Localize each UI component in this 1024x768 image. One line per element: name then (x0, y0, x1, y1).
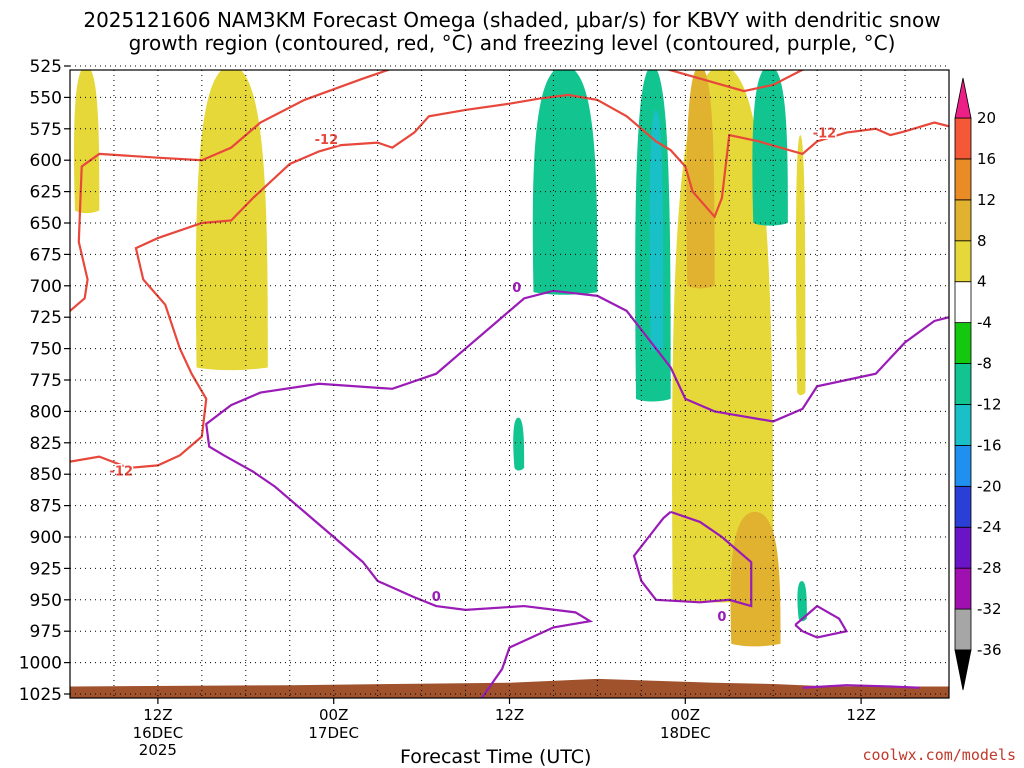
y-tick-label: 550 (30, 88, 62, 108)
colorbar-segment (954, 404, 972, 446)
colorbar-segment (954, 322, 972, 364)
omega-region-2 (532, 70, 598, 295)
contour-label-dgz: -12 (813, 127, 837, 142)
chart-title-line2: growth region (contoured, red, °C) and f… (128, 31, 896, 55)
colorbar-segment (954, 485, 972, 528)
x-tick-label: 00Z (319, 706, 348, 724)
contour-label-freezing: 0 (512, 281, 521, 296)
colorbar-segment (954, 363, 972, 405)
y-tick-label: 975 (30, 622, 62, 642)
omega-region-0 (73, 70, 100, 214)
colorbar-label: -36 (977, 641, 1002, 659)
x-tick-label: 00Z (671, 706, 700, 724)
colorbar-label: -4 (977, 314, 992, 332)
colorbar-max-arrow (954, 77, 972, 119)
omega-region-10 (795, 135, 806, 396)
colorbar-label: 12 (977, 191, 996, 209)
colorbar-segment (954, 281, 972, 324)
y-tick-label: 525 (30, 57, 62, 77)
colorbar-label: -20 (977, 477, 1002, 495)
terrain-fill (70, 678, 949, 698)
contour-label-dgz: -12 (315, 133, 339, 148)
colorbar-label: -16 (977, 436, 1002, 454)
dgz-contour-upper (70, 70, 392, 312)
colorbar-label: -8 (977, 355, 992, 373)
colorbar-segment (954, 240, 972, 283)
y-tick-label: 700 (30, 277, 62, 297)
y-tick-label: 925 (30, 559, 62, 579)
dgz-contour-top (665, 70, 807, 93)
y-tick-label: 900 (30, 528, 62, 548)
x-axis-label: Forecast Time (UTC) (400, 746, 592, 768)
y-tick-label: 575 (30, 120, 62, 140)
colorbar-label: -32 (977, 600, 1002, 618)
colorbar-segment (954, 199, 972, 242)
colorbar-segment (954, 567, 972, 610)
dgz-contour-lower (70, 93, 949, 470)
colorbar-label: 16 (977, 150, 996, 168)
freezing-contour-loop (632, 510, 753, 608)
y-axis: 525 550 575 600 625 650 675 700 725 750 775 800 825 8… (19, 57, 70, 705)
x-tick-label: 12Z (495, 706, 524, 724)
y-tick-label: 1025 (19, 685, 62, 705)
contour-label-dgz: -12 (110, 464, 134, 479)
colorbar-segment (954, 117, 972, 160)
watermark: coolwx.com/models (862, 746, 1016, 764)
y-tick-label: 625 (30, 183, 62, 203)
y-tick-label: 800 (30, 402, 62, 422)
colorbar-label: -12 (977, 395, 1002, 413)
freezing-contour-small (794, 604, 849, 639)
x-tick-date: 17DEC (308, 724, 359, 742)
x-tick-year: 2025 (139, 741, 177, 759)
colorbar-label: -28 (977, 559, 1002, 577)
y-tick-label: 825 (30, 434, 62, 454)
chart-title-line1: 2025121606 NAM3KM Forecast Omega (shaded… (83, 8, 941, 32)
y-tick-label: 875 (30, 497, 62, 517)
x-tick-label: 12Z (143, 706, 172, 724)
freezing-contour-bottom (802, 684, 920, 689)
omega-region-4 (649, 109, 664, 352)
y-tick-label: 750 (30, 340, 62, 360)
colorbar-label: 8 (977, 232, 987, 250)
y-tick-label: 600 (30, 151, 62, 171)
colorbar-label: 20 (977, 109, 996, 127)
colorbar-segment (954, 444, 972, 487)
omega-region-8 (752, 70, 788, 226)
y-tick-label: 1000 (19, 654, 62, 674)
y-tick-label: 675 (30, 245, 62, 265)
contour-label-freezing: 0 (432, 590, 441, 605)
omega-region-1 (195, 70, 268, 371)
omega-region-9 (513, 417, 525, 471)
freezing-contour-main (205, 289, 949, 698)
colorbar-segment (954, 608, 972, 651)
colorbar-label: 4 (977, 273, 987, 291)
y-tick-label: 775 (30, 371, 62, 391)
x-tick-date: 16DEC (133, 724, 184, 742)
omega-region-11 (797, 580, 807, 622)
grid-lines (70, 65, 949, 698)
y-tick-label: 725 (30, 308, 62, 328)
omega-region-7 (730, 511, 781, 647)
x-tick-date: 18DEC (660, 724, 711, 742)
x-tick-label: 12Z (846, 706, 875, 724)
colorbar-min-arrow (954, 649, 972, 691)
y-tick-label: 650 (30, 214, 62, 234)
omega-region-6 (686, 70, 715, 289)
colorbar-segment (954, 526, 972, 569)
colorbar: -36 -32 -28 -24 -20 -16 -12 -8 -4 4 8 12 16 20 (954, 77, 1002, 691)
contour-layer: -12 -12 -12 0 0 0 (70, 70, 949, 698)
colorbar-segment (954, 158, 972, 201)
y-tick-label: 850 (30, 465, 62, 485)
colorbar-label: -24 (977, 518, 1002, 536)
y-tick-label: 950 (30, 591, 62, 611)
contour-label-freezing: 0 (717, 610, 726, 625)
